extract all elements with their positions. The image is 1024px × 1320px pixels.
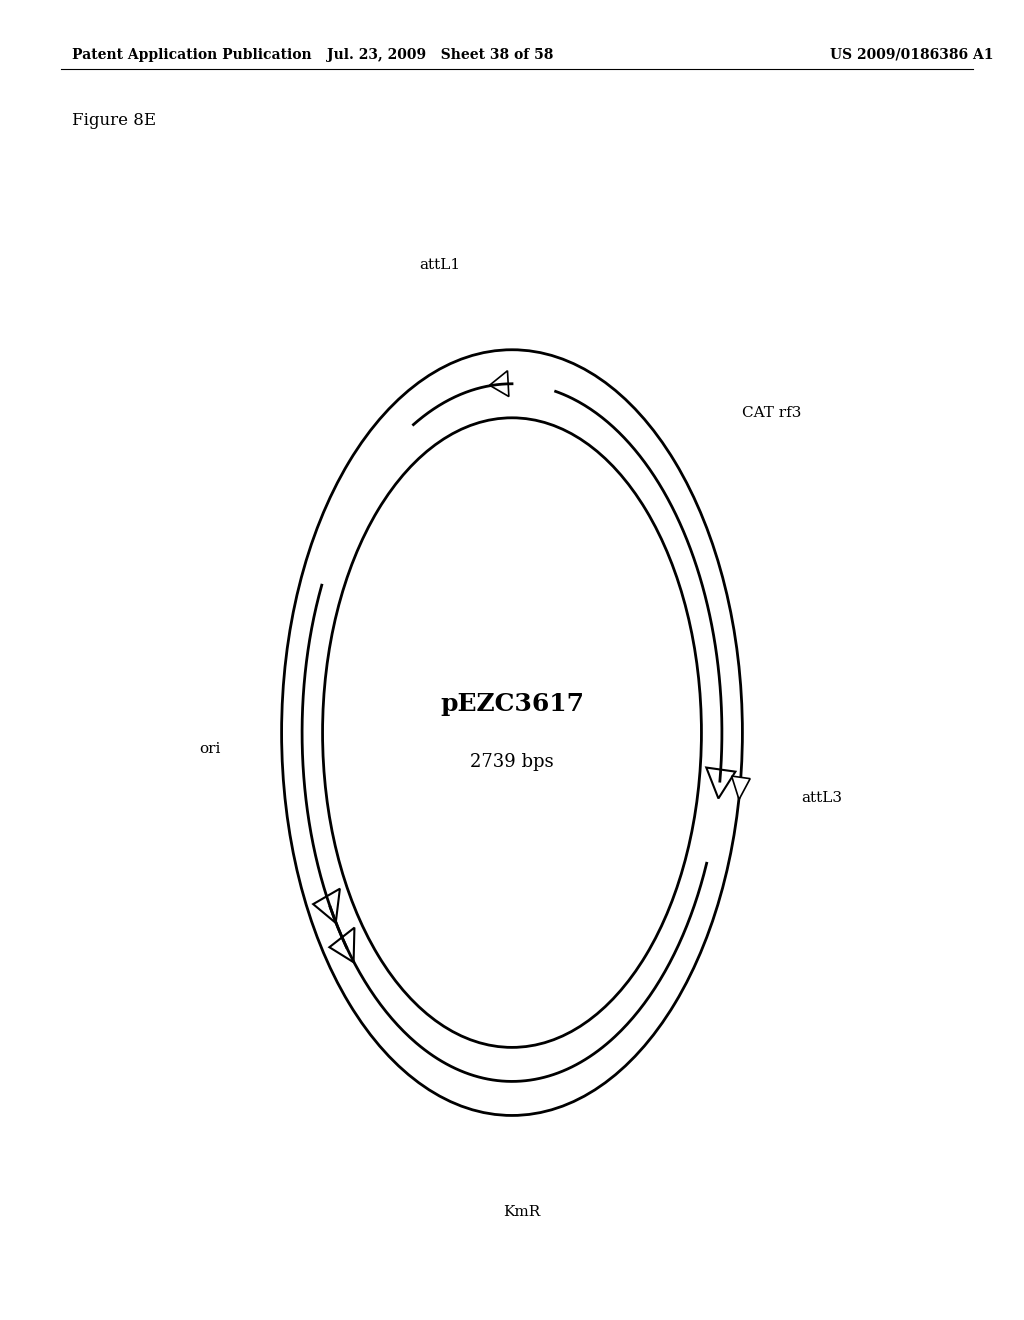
Text: attL1: attL1: [419, 257, 460, 272]
Text: ori: ori: [199, 742, 220, 756]
Polygon shape: [707, 767, 735, 799]
Text: US 2009/0186386 A1: US 2009/0186386 A1: [829, 48, 993, 62]
Text: pEZC3617: pEZC3617: [440, 692, 584, 715]
Polygon shape: [489, 371, 509, 396]
Text: Patent Application Publication: Patent Application Publication: [72, 48, 311, 62]
Text: KmR: KmR: [503, 1205, 541, 1218]
Polygon shape: [313, 888, 340, 923]
Polygon shape: [330, 928, 354, 962]
Text: Jul. 23, 2009   Sheet 38 of 58: Jul. 23, 2009 Sheet 38 of 58: [327, 48, 554, 62]
Text: Figure 8E: Figure 8E: [72, 112, 156, 129]
Polygon shape: [731, 776, 751, 800]
Text: CAT rf3: CAT rf3: [741, 407, 801, 420]
Text: attL3: attL3: [801, 791, 842, 805]
Text: 2739 bps: 2739 bps: [470, 752, 554, 771]
